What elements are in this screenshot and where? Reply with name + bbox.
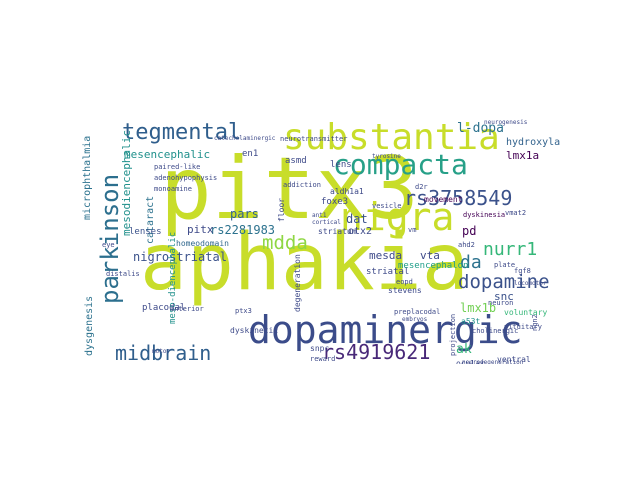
word: aphakia	[140, 218, 469, 308]
word: hydroxylase	[506, 137, 560, 148]
word-cloud: pitx3 aphakia substantia compacta nigra …	[80, 116, 560, 364]
word: asmd	[285, 156, 307, 166]
word: mesda	[369, 249, 403, 262]
word: l-dopa	[457, 121, 504, 136]
word: snpc	[310, 344, 330, 353]
word: neuron	[488, 299, 514, 307]
word: mdda	[262, 232, 308, 254]
word: nurr1	[483, 239, 538, 260]
word: striatum	[318, 227, 357, 236]
word: tegmental	[122, 120, 242, 145]
word: aldh1a1	[330, 187, 364, 196]
word: ptx3	[235, 307, 252, 315]
word: ocular	[456, 359, 485, 365]
word: rs3758549	[404, 186, 513, 210]
word: da	[460, 252, 482, 273]
word: paired-like	[154, 163, 201, 171]
word: substantia	[283, 117, 500, 158]
word: mesencephalon	[398, 261, 469, 271]
word: microphthalmia	[82, 135, 93, 220]
word: reward	[310, 355, 336, 363]
word: pituitary	[504, 323, 542, 331]
word: dyskinetic	[230, 326, 279, 335]
word: lenses	[129, 227, 162, 237]
word: pars	[230, 207, 259, 221]
word: snc	[494, 290, 514, 303]
word: movement	[424, 195, 463, 204]
word: degeneration	[293, 254, 302, 312]
word: addiction	[283, 181, 321, 189]
word: placodal	[142, 303, 186, 313]
word: parkinson	[96, 173, 124, 304]
word: eye	[102, 241, 115, 249]
word: pitx	[187, 223, 214, 236]
word: mesodiencephalic	[120, 130, 133, 236]
word: neurodegeneration	[462, 359, 524, 365]
word: voluntary	[504, 308, 548, 317]
word: anterior	[170, 305, 204, 313]
word: neurogenesis	[484, 119, 528, 126]
word: dat	[346, 212, 368, 226]
word: distalis	[106, 270, 140, 278]
word: projection	[449, 313, 457, 356]
word: lmx1b	[460, 301, 497, 315]
word: mesencephalic	[124, 148, 211, 161]
word: lens	[330, 160, 352, 170]
word: vmat2	[505, 209, 527, 217]
word: vm	[408, 226, 417, 234]
word: otx2	[348, 226, 373, 237]
word: striatal	[366, 267, 410, 277]
word: rs2281983	[210, 223, 276, 237]
word: foxe3	[321, 197, 349, 207]
word: catecholaminergic	[214, 135, 276, 142]
word: pitx3	[160, 139, 419, 239]
word: adenohypophysis	[154, 174, 218, 182]
word: stevens	[388, 286, 422, 295]
word: d2r	[415, 183, 428, 191]
word: plate	[494, 261, 516, 269]
word: fgf8	[514, 267, 531, 275]
word: nigrostriatal	[133, 250, 227, 264]
word: vta	[420, 249, 440, 262]
word: dysgenesis	[84, 295, 95, 356]
word: pd	[462, 224, 477, 238]
word: cortical	[312, 219, 341, 226]
word: neurotransmitter	[280, 135, 348, 143]
word: preplacodal	[394, 308, 441, 316]
word: ahd2	[458, 241, 475, 249]
word: ak	[456, 342, 472, 357]
word: vesicle	[372, 202, 402, 210]
word: locomotor	[514, 280, 547, 287]
word: rs4919621	[322, 340, 431, 364]
word: dyskinesia	[463, 211, 506, 219]
word: homeodomain	[176, 239, 229, 248]
word: embryos	[402, 316, 428, 323]
word: ventral	[497, 355, 531, 364]
word: floor	[277, 197, 286, 222]
word: eopd	[396, 278, 413, 286]
word: tyrosine	[372, 153, 401, 160]
word: cholinergic	[472, 327, 519, 335]
word: monoamine	[154, 185, 192, 193]
word: dopaminergic	[248, 308, 523, 352]
word: ngn2	[531, 314, 539, 331]
word: midbrain	[115, 341, 212, 364]
word: compacta	[333, 148, 468, 181]
word: en1	[242, 149, 259, 159]
word: ant1	[312, 212, 327, 219]
word: lmx1a	[506, 149, 540, 162]
word: motor	[152, 348, 171, 355]
word: dopamine	[458, 271, 550, 293]
word: a53t	[461, 317, 481, 326]
word: nigra	[340, 195, 455, 239]
